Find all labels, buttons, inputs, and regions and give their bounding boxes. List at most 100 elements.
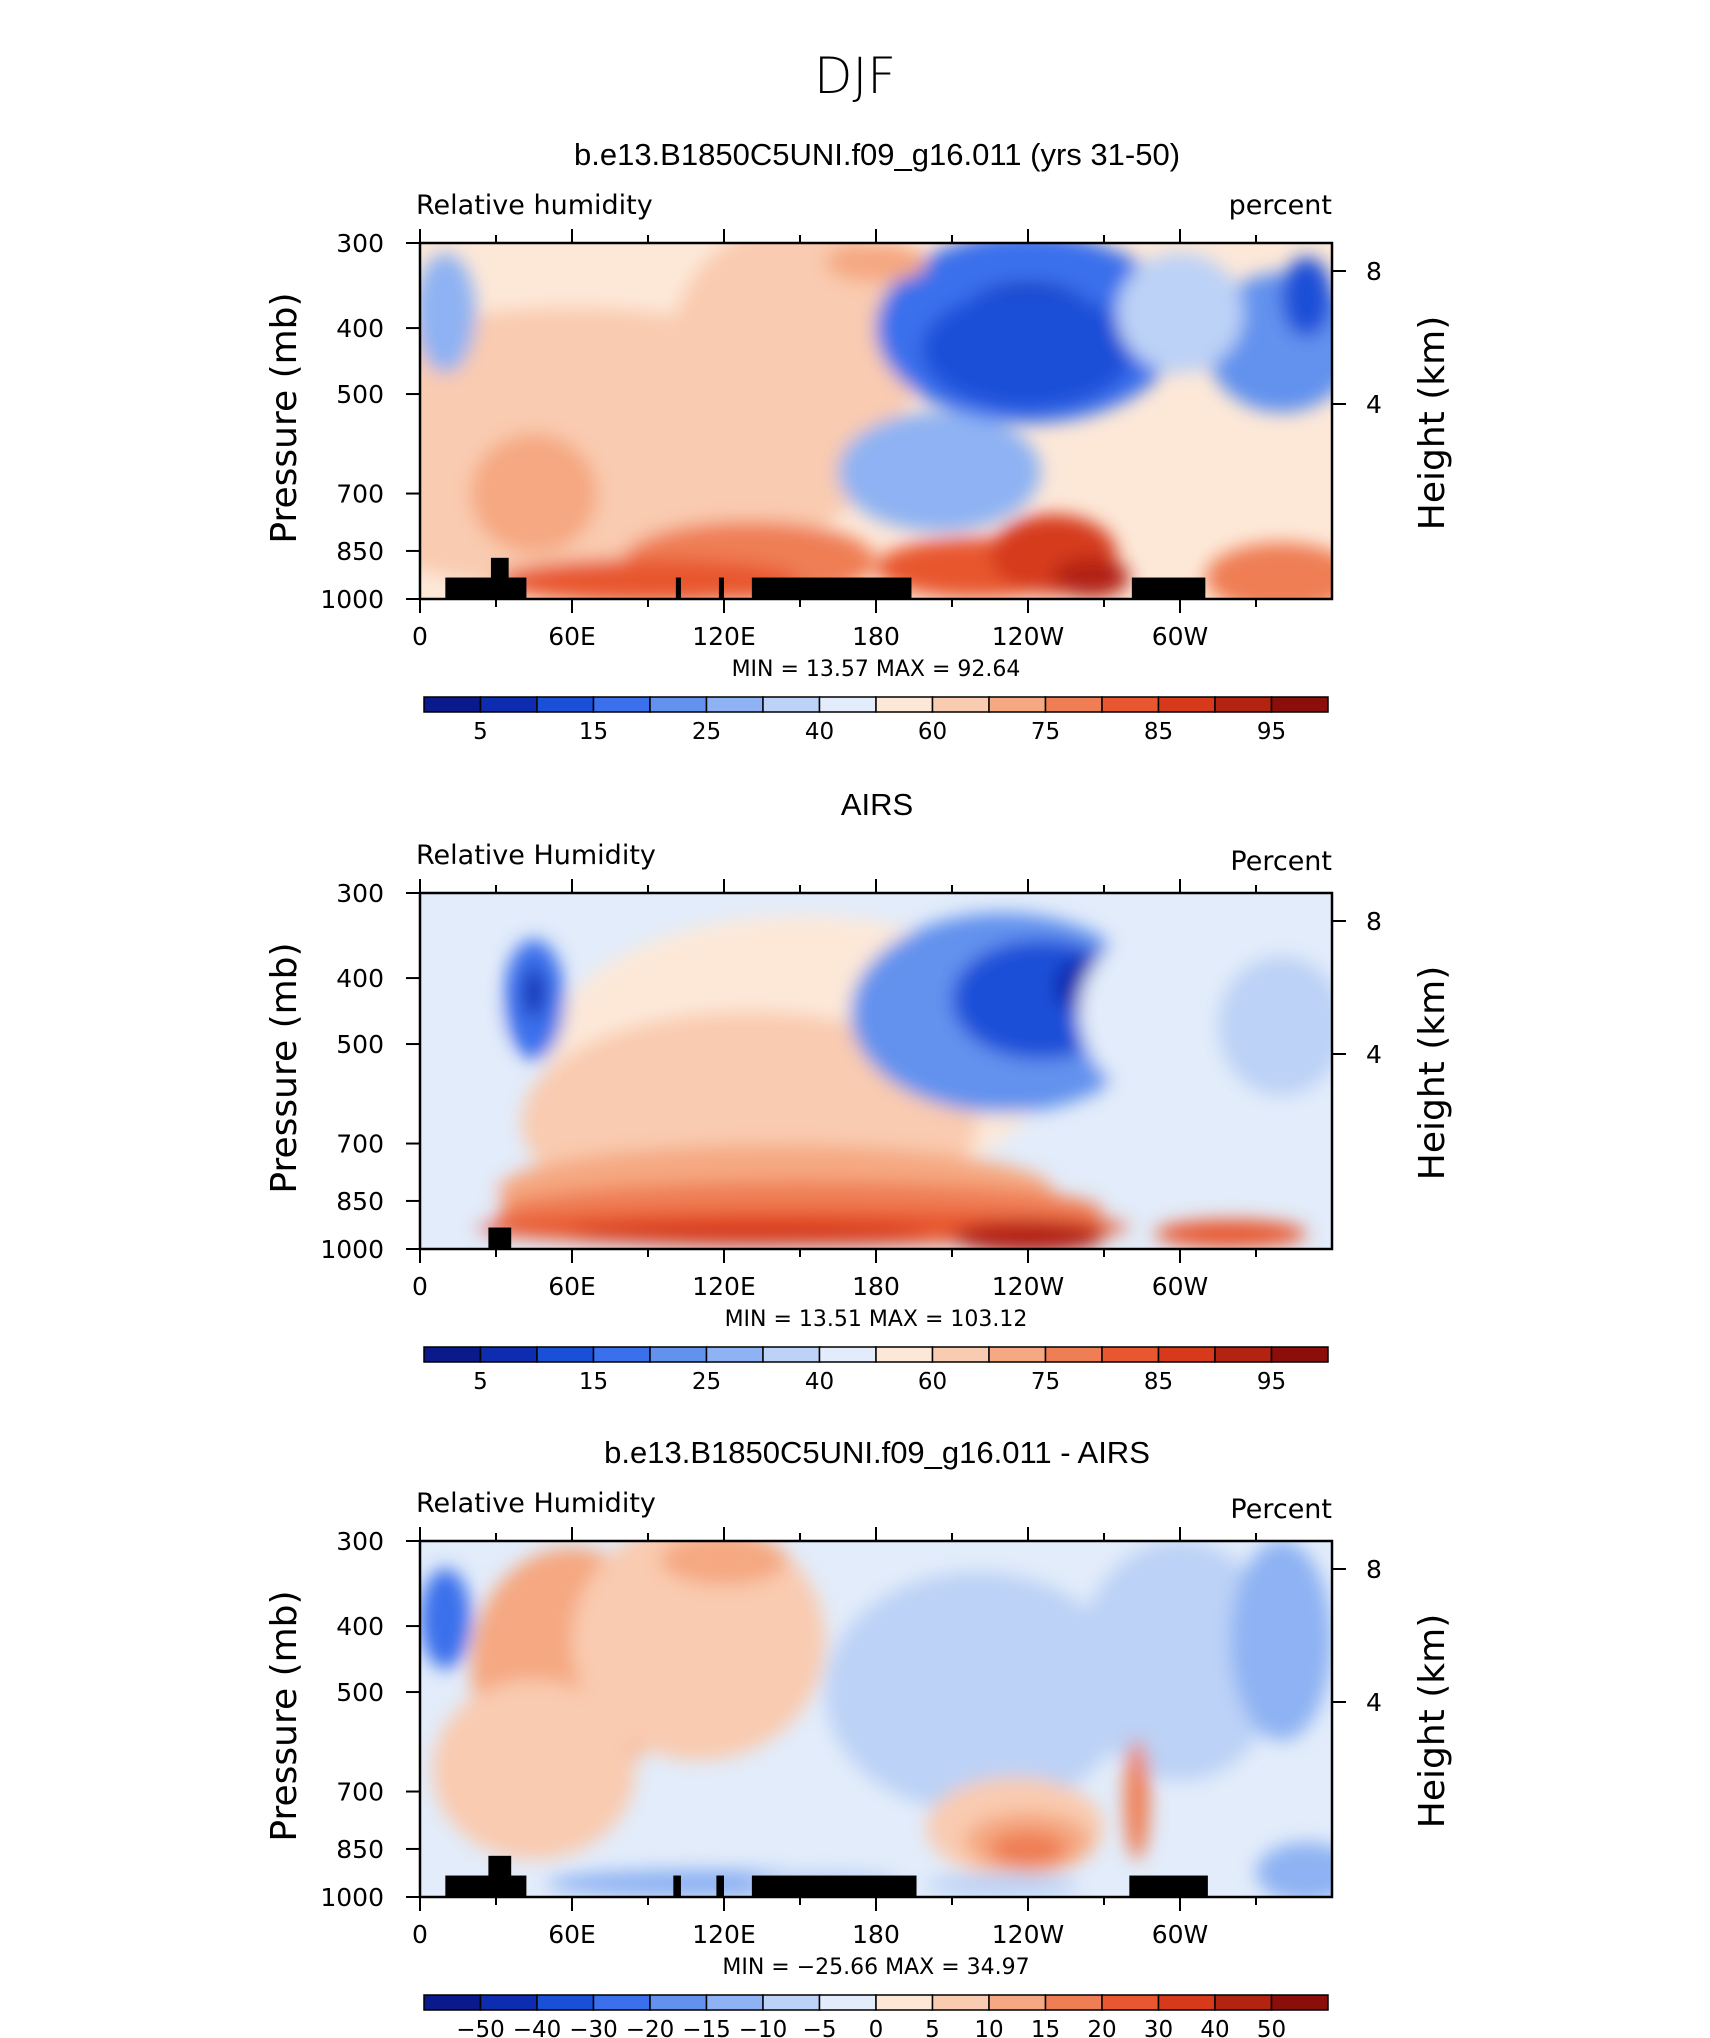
topography-mask [488,1855,512,1897]
variable-label: Relative humidity [416,190,653,221]
colorbar-label: 85 [1144,1369,1173,1395]
y-tick-label: 1000 [320,585,384,614]
variable-label: Relative Humidity [416,1488,656,1519]
x-tick-label: 120E [692,1272,756,1301]
colorbar-swatch [1214,696,1273,713]
topography-mask [751,1875,917,1897]
colorbar-label: 15 [579,719,608,745]
topography-mask [488,1227,512,1249]
colorbar-swatch [649,1994,708,2011]
colorbar-swatch [1157,1346,1216,1363]
colorbar-swatch [1044,1994,1103,2011]
variable-label: Relative Humidity [416,840,656,871]
x-tick-label: 180 [852,1920,900,1949]
figure-title: DJF [814,47,896,105]
colorbar-label: 60 [918,1369,947,1395]
min-max-stats: MIN = 13.51 MAX = 103.12 [725,1307,1028,1332]
colorbar-swatch [818,1346,877,1363]
y-tick-label: 500 [336,1678,384,1707]
colorbar-swatch [875,696,934,713]
topography-mask [751,577,912,599]
y-tick-label: 1000 [320,1235,384,1264]
topography-mask [716,1875,724,1897]
x-tick-label: 60W [1152,1920,1209,1949]
y-tick-label: 850 [336,1187,384,1216]
topography-mask [675,577,681,599]
contour-field [420,243,1332,599]
y-tick-label: 400 [336,1612,384,1641]
colorbar-swatch [931,1994,990,2011]
panel-title: AIRS [841,787,913,822]
colorbar-swatch [988,1994,1047,2011]
y-tick-label: 300 [336,229,384,258]
y2-tick-label: 8 [1366,257,1382,286]
x-tick-label: 60W [1152,1272,1209,1301]
y-tick-label: 500 [336,1030,384,1059]
colorbar-label: 75 [1031,1369,1060,1395]
y2-axis-title: Height (km) [1412,966,1453,1180]
colorbar-swatch [479,1994,538,2011]
y2-axis-title: Height (km) [1412,316,1453,530]
y-axis-title: Pressure (mb) [264,1590,305,1841]
panel-title: b.e13.B1850C5UNI.f09_g16.011 (yrs 31-50) [574,137,1180,172]
topography-mask [445,1875,527,1897]
x-tick-label: 0 [412,1272,428,1301]
colorbar-swatch [1214,1346,1273,1363]
chart-panel-2: AIRS Relative Humidity Percent 0 60E 120E 180 1… [264,787,1453,1395]
y-tick-label: 700 [336,1130,384,1159]
colorbar-label: −20 [626,2017,675,2038]
x-tick-label: 60E [548,622,596,651]
colorbar-swatch [875,1346,934,1363]
colorbar-label: 0 [869,2017,884,2038]
contour-field [420,1541,1332,1897]
colorbar-swatch [479,696,538,713]
x-tick-label: 180 [852,622,900,651]
colorbar-swatch [705,696,764,713]
colorbar-swatch [1044,1346,1103,1363]
colorbar-swatch [988,1346,1047,1363]
colorbar-swatch [1044,696,1103,713]
x-tick-label: 0 [412,1920,428,1949]
colorbar-label: 5 [473,719,488,745]
y-axis-title: Pressure (mb) [264,942,305,1193]
colorbar-label: 15 [1031,2017,1060,2038]
colorbar-swatch [1270,696,1329,713]
colorbar-label: −5 [803,2017,837,2038]
x-tick-label: 120E [692,622,756,651]
colorbar-label: 5 [925,2017,940,2038]
colorbar-label: 60 [918,719,947,745]
y-tick-label: 400 [336,964,384,993]
x-tick-label: 60E [548,1272,596,1301]
y2-tick-label: 8 [1366,1555,1382,1584]
y-tick-label: 1000 [320,1883,384,1912]
x-tick-label: 180 [852,1272,900,1301]
colorbar-swatch [1101,696,1160,713]
colorbar-swatch [592,1346,651,1363]
chart-panel-1: b.e13.B1850C5UNI.f09_g16.011 (yrs 31-50)… [264,137,1453,745]
colorbar-label: −10 [739,2017,788,2038]
colorbar-swatch [423,696,482,713]
colorbar-label: 20 [1087,2017,1116,2038]
y2-tick-label: 8 [1366,907,1382,936]
units-label: percent [1229,190,1332,221]
colorbar: 5 15 25 40 60 75 85 95 [423,1346,1329,1395]
colorbar: 5 15 25 40 60 75 85 95 [423,696,1329,745]
min-max-stats: MIN = 13.57 MAX = 92.64 [732,657,1021,682]
x-tick-label: 120W [992,1272,1064,1301]
colorbar-swatch [818,696,877,713]
colorbar-swatch [705,1346,764,1363]
y-tick-label: 500 [336,380,384,409]
colorbar-swatch [875,1994,934,2011]
topography-mask [1129,1875,1208,1897]
y2-axis-title: Height (km) [1412,1614,1453,1828]
x-tick-label: 60W [1152,622,1209,651]
units-label: Percent [1230,846,1332,877]
y2-tick-label: 4 [1366,1688,1382,1717]
chart-panel-3: b.e13.B1850C5UNI.f09_g16.011 - AIRS Relat… [264,1435,1453,2038]
colorbar-label: 25 [692,1369,721,1395]
units-label: Percent [1230,1494,1332,1525]
colorbar-swatch [479,1346,538,1363]
colorbar-swatch [592,696,651,713]
y2-tick-label: 4 [1366,390,1382,419]
